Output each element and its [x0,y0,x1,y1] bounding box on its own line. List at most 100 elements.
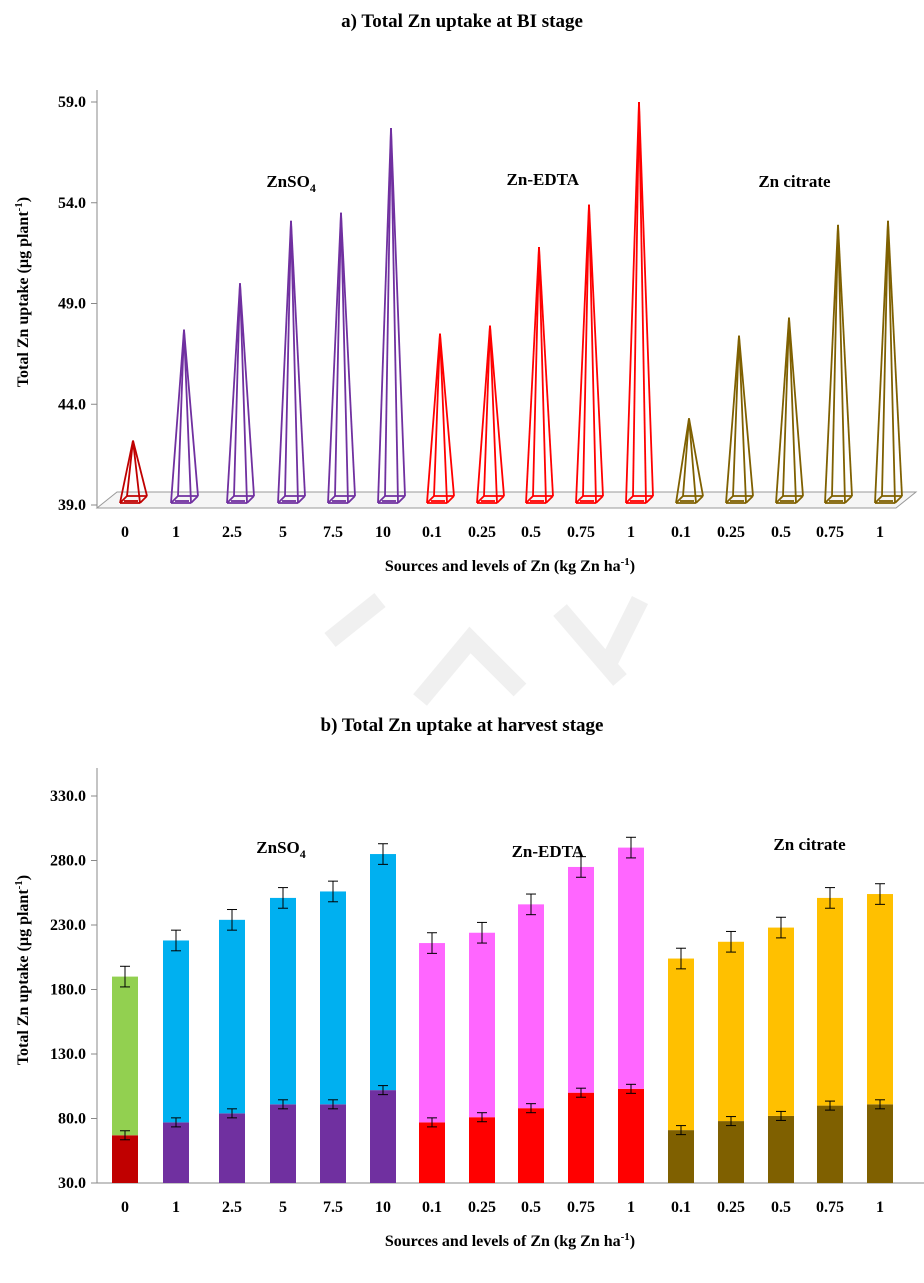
chart-a-bar-edge [788,317,804,497]
chart-a-bar-edge [297,495,306,504]
chart-a-y-tick-label: 49.0 [58,296,86,313]
chart-b-bar-lower [469,1117,495,1183]
chart-a-bar-edge [433,333,441,497]
chart-a-bar-edge [496,495,505,504]
chart-b-error-bar [278,1099,288,1110]
chart-a-bar-edge [688,418,704,497]
chart-a-bar-edge [575,204,590,504]
chart-a-bar-edge [183,329,199,497]
chart-a-bar-edge [732,335,740,497]
chart-a-bar-edge [775,317,790,504]
chart-b-y-tick-label: 280.0 [50,853,86,870]
chart-b-error-bar [227,1108,237,1119]
chart-a-bar-edge [284,220,292,497]
chart-b-error-bar [328,880,338,903]
chart-b-error-bar [875,1099,885,1110]
chart-a-bar [226,283,255,504]
chart-a-bar-edge [377,495,386,504]
chart-a: a) Total Zn uptake at BI stage 39.0 44.0 4… [13,11,918,575]
chart-a-bar-edge [277,495,286,504]
chart-a-bar-edge [239,283,248,504]
chart-a-bar-edge [625,101,640,504]
chart-b-group-label: ZnSO4 [256,838,305,861]
chart-b-bar-upper [867,894,893,1105]
chart-b-x-tick-label: 0 [121,1199,129,1216]
chart-a-bar-edge [119,440,134,504]
chart-a-bar-edge [239,283,255,497]
chart-a-bar-edge [645,495,654,504]
chart-b-y-tick-label: 330.0 [50,788,86,805]
chart-a-bar-edge [831,224,839,497]
chart-b-x-tick-label: 1 [876,1199,884,1216]
chart-a-bar-edge [874,220,889,504]
chart-a-bar-edge [170,329,185,504]
chart-a-bar-edge [426,333,441,504]
chart-a-x-tick-label: 0 [121,524,129,541]
chart-a-bar-edge [738,335,754,497]
chart-a-y-label: Total Zn uptake (µg plant-1) [13,197,32,387]
chart-a-x-tick-label: 0.25 [717,524,745,541]
chart-b-bar-lower [419,1122,445,1183]
chart-b-error-bar [526,893,536,916]
chart-a-x-tick-label: 0.5 [771,524,791,541]
chart-a-bar-edge [582,204,590,497]
chart-a-bar-edge [489,325,498,504]
chart-a-bar-edge [837,224,853,497]
chart-a-bar-edge [190,495,199,504]
chart-a-bar-edge [277,220,292,504]
chart-b-x-tick-label: 0.75 [816,1199,844,1216]
chart-a-bar-edge [170,495,179,504]
chart-b-group-label: Zn citrate [773,835,846,854]
chart-a-x-label: Sources and levels of Zn (kg Zn ha-1) [385,556,635,575]
chart-b-bar-lower [518,1108,544,1183]
chart-b-bar-lower [112,1135,138,1183]
chart-b-y-tick-label: 130.0 [50,1046,86,1063]
chart-a-bar-edge [384,128,392,497]
chart-b-x-tick-label: 1 [627,1199,635,1216]
chart-b-bar-lower [568,1092,594,1183]
chart-a-bar-edge [725,495,734,504]
chart-a-bar [476,325,505,504]
chart-a-bar-edge [881,220,889,497]
chart-a-bar-edge [837,224,846,504]
chart-a-bar-edge [638,101,647,504]
chart-a-x-tick-label: 0.25 [468,524,496,541]
chart-b-bar-lower [219,1113,245,1183]
chart-b-y-tick-label: 80.0 [58,1111,86,1128]
chart-a-bar-edge [675,495,684,504]
chart-a-bar-edge [688,418,697,504]
chart-a-bar-edge [588,204,604,497]
chart-b-bar-lower [320,1104,346,1183]
chart-a-bar-edge [588,204,597,504]
chart-b: b) Total Zn uptake at harvest stage 30.0… [13,715,924,1250]
chart-a-y-tick-label: 59.0 [58,94,86,111]
chart-a-bar-edge [226,283,241,504]
chart-a-bar-edge [390,128,406,497]
chart-a-bar-edge [132,440,141,504]
chart-b-error-bar [120,965,130,988]
chart-a-bar-edge [476,495,485,504]
chart-b-error-bar [875,883,885,905]
chart-b-error-bar [378,843,388,865]
chart-b-bar-lower [768,1115,794,1183]
chart-a-bar-edge [525,247,540,504]
chart-b-error-bar [328,1099,338,1110]
chart-b-error-bar [576,1087,586,1098]
chart-b-bar-lower [668,1130,694,1183]
chart-b-x-tick-label: 7.5 [323,1199,343,1216]
chart-b-error-bar [171,1117,181,1128]
chart-a-bar [625,101,654,504]
chart-a-bar [170,329,199,504]
chart-a-bar-edge [824,495,833,504]
chart-a-x-tick-label: 2.5 [222,524,242,541]
chart-b-x-tick-label: 10 [375,1199,391,1216]
chart-a-bar-edge [290,220,306,497]
chart-b-error-bar [576,856,586,878]
chart-b-y-tick-label: 230.0 [50,917,86,934]
chart-a-bar-edge [738,335,747,504]
chart-a-bar-edge [439,333,448,504]
chart-a-bar-edge [545,495,554,504]
chart-b-bar-lower [270,1104,296,1183]
chart-a-bar-edge [782,317,790,497]
chart-a-bar-edge [775,495,784,504]
